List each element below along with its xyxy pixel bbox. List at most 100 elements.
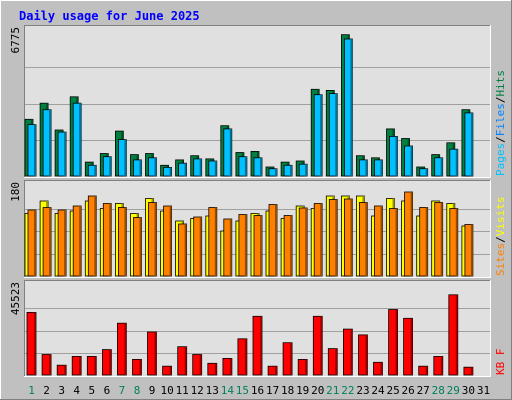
bar <box>419 207 429 277</box>
bar-shade <box>94 196 97 276</box>
series-sites <box>27 191 474 277</box>
bar <box>223 128 233 177</box>
bar-shade <box>320 203 323 276</box>
bar-shade <box>124 139 127 176</box>
bar <box>56 364 67 376</box>
bar <box>418 365 429 376</box>
bar <box>464 112 474 177</box>
bar <box>448 294 459 376</box>
bar-shade <box>275 366 278 375</box>
bar <box>133 217 142 277</box>
bar <box>328 199 338 277</box>
legend-part: Files <box>494 103 507 136</box>
bar-shade <box>470 224 473 276</box>
x-tick-label: 20 <box>311 384 324 397</box>
bar-shade <box>305 359 308 375</box>
bar-shade <box>275 204 277 276</box>
bar-shade <box>410 318 413 375</box>
bar-shade <box>320 316 323 375</box>
bar-shade <box>395 309 398 375</box>
bar-shade <box>350 39 353 176</box>
bar <box>102 203 112 277</box>
x-tick-label: 5 <box>88 384 95 397</box>
bar <box>102 156 112 177</box>
bar-shade <box>335 199 338 276</box>
legend-part: Sites <box>494 243 507 276</box>
x-tick-label: 29 <box>447 384 460 397</box>
x-tick-label: 7 <box>119 384 126 397</box>
bar-shade <box>124 323 127 375</box>
bar <box>404 145 414 177</box>
panel-kbytes: 45523 KB F <box>9 280 507 377</box>
bar-shade <box>395 208 398 276</box>
panel-legend: Sites/Visits <box>494 197 507 277</box>
bar <box>72 205 82 277</box>
bar-shade <box>260 215 262 276</box>
bar-shade <box>79 206 82 276</box>
x-tick-label: 10 <box>160 384 173 397</box>
x-tick-label: 8 <box>134 384 141 397</box>
legend-part: Hits <box>494 70 507 97</box>
bar-shade <box>184 224 187 276</box>
bar <box>298 163 308 177</box>
bar-shade <box>425 366 428 375</box>
bar-shade <box>410 192 413 276</box>
legend-part: / <box>494 236 507 243</box>
bar <box>268 204 278 277</box>
bar <box>389 208 398 277</box>
bar <box>283 215 293 277</box>
bar <box>253 157 263 177</box>
bar <box>238 156 248 177</box>
bar-shade <box>440 202 443 276</box>
bar-shade <box>365 159 368 176</box>
bar <box>222 357 233 376</box>
x-tick-label: 17 <box>266 384 279 397</box>
bar-shade <box>199 158 202 176</box>
bar <box>389 135 398 177</box>
bar <box>178 223 188 277</box>
bar-shade <box>49 109 52 176</box>
bar <box>208 160 218 177</box>
x-tick-label: 22 <box>341 384 354 397</box>
bar <box>27 209 37 277</box>
bar-shade <box>49 354 52 375</box>
bar <box>433 355 444 376</box>
bar-shade <box>49 207 52 276</box>
bar-shade <box>139 217 142 276</box>
x-tick-label: 23 <box>356 384 369 397</box>
bar-shade <box>395 136 398 176</box>
bar-shade <box>365 202 368 276</box>
bar-shade <box>335 93 338 176</box>
bar-shade <box>350 329 353 375</box>
bar <box>358 334 368 376</box>
bar-shade <box>64 365 67 375</box>
bar-shade <box>79 356 82 375</box>
x-tick-label: 9 <box>149 384 156 397</box>
bar <box>87 195 97 277</box>
x-tick-label: 24 <box>371 384 385 397</box>
bar-shade <box>109 203 112 276</box>
bar <box>419 168 429 177</box>
bar-shade <box>440 356 443 375</box>
bar <box>343 38 353 177</box>
panel-visits-sites: 180 Sites/Visits <box>9 180 507 278</box>
bar <box>464 224 474 277</box>
bar <box>374 205 383 277</box>
legend-part: KB F <box>494 349 507 376</box>
bar-shade <box>365 334 368 375</box>
bar <box>26 311 37 376</box>
bar <box>463 366 474 376</box>
bar <box>72 102 82 177</box>
legend-part: / <box>494 136 507 143</box>
x-tick-label: 3 <box>58 384 65 397</box>
bar <box>373 361 383 376</box>
bar <box>388 309 399 376</box>
bar <box>253 215 263 277</box>
bar-shade <box>425 168 428 176</box>
bar <box>449 208 459 277</box>
x-tick-label: 6 <box>104 384 111 397</box>
series-files <box>27 38 474 177</box>
bar-shade <box>244 338 247 375</box>
bar <box>403 317 414 376</box>
bar-shade <box>199 217 202 276</box>
